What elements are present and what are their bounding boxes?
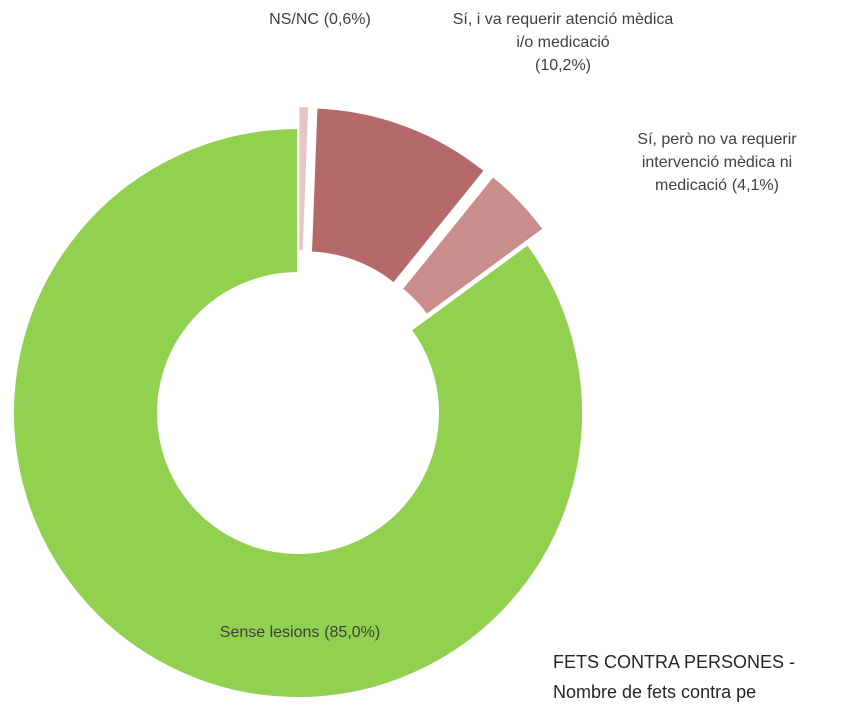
value-label: (0,6%) bbox=[323, 11, 371, 28]
category-label: NS/NC bbox=[269, 11, 319, 28]
annotation: FETS CONTRA PERSONES - bbox=[553, 652, 796, 672]
value-label: (85,0%) bbox=[324, 624, 381, 641]
annotation: Nombre de fets contra pe bbox=[553, 682, 757, 702]
slice-label: Sí, però no va requerir intervenció mèdi… bbox=[612, 128, 822, 197]
slice-label: Sense lesions (85,0%) bbox=[150, 621, 450, 644]
donut-slice bbox=[400, 174, 545, 317]
category-label: Sí, però no va requerir intervenció mèdi… bbox=[637, 131, 797, 194]
donut-slice bbox=[297, 105, 311, 253]
category-label: Sense lesions bbox=[219, 624, 320, 641]
donut-slice bbox=[12, 126, 584, 699]
category-label: Sí, i va requerir atenció mèdica i/o med… bbox=[452, 11, 674, 51]
slice-label: Sí, i va requerir atenció mèdica i/o med… bbox=[448, 8, 678, 77]
value-label: (4,1%) bbox=[731, 177, 779, 194]
value-label: (10,2%) bbox=[534, 57, 592, 74]
slice-label: NS/NC (0,6%) bbox=[240, 8, 400, 31]
donut-slice bbox=[309, 106, 487, 285]
